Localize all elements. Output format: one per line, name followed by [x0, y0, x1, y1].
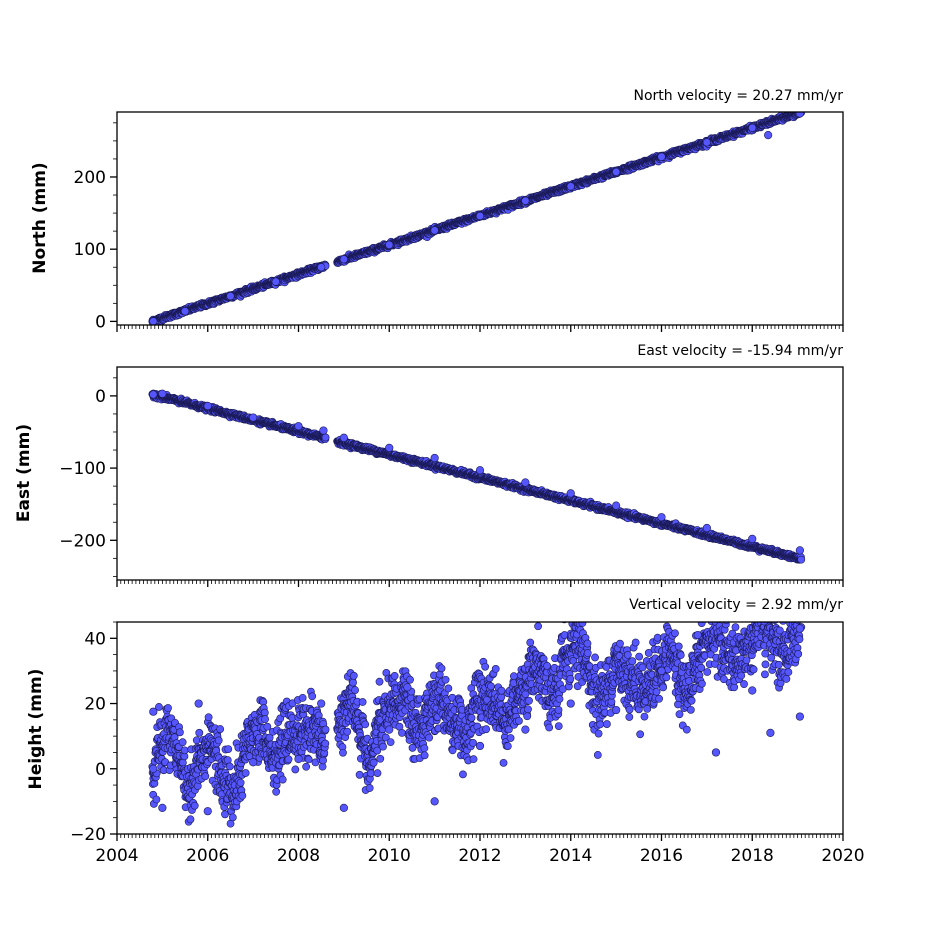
y-tick-label: 200	[74, 168, 106, 188]
north-y-axis-label: North (mm)	[30, 162, 50, 273]
data-point	[317, 263, 326, 272]
data-point	[271, 277, 280, 286]
east-y-axis-label: East (mm)	[14, 424, 34, 522]
panel-north: North velocity = 20.27 mm/yr North (mm) …	[30, 88, 844, 332]
data-point	[612, 167, 621, 177]
north-points	[148, 112, 806, 325]
data-point	[657, 152, 666, 161]
data-point	[180, 307, 190, 316]
data-point	[226, 292, 235, 301]
data-point	[430, 226, 439, 235]
data-point	[748, 123, 757, 132]
data-point	[321, 433, 330, 442]
data-point	[385, 240, 394, 249]
y-tick-label: 0	[95, 312, 106, 332]
east-panel-title: East velocity = -15.94 mm/yr	[637, 343, 843, 359]
data-point	[764, 131, 773, 140]
data-point	[149, 317, 158, 325]
north-panel-title: North velocity = 20.27 mm/yr	[633, 88, 843, 104]
data-point	[339, 255, 348, 264]
data-point	[521, 196, 530, 205]
data-point	[566, 182, 575, 191]
data-point	[702, 138, 711, 147]
y-tick-label: 100	[74, 240, 106, 260]
data-point	[475, 211, 485, 221]
